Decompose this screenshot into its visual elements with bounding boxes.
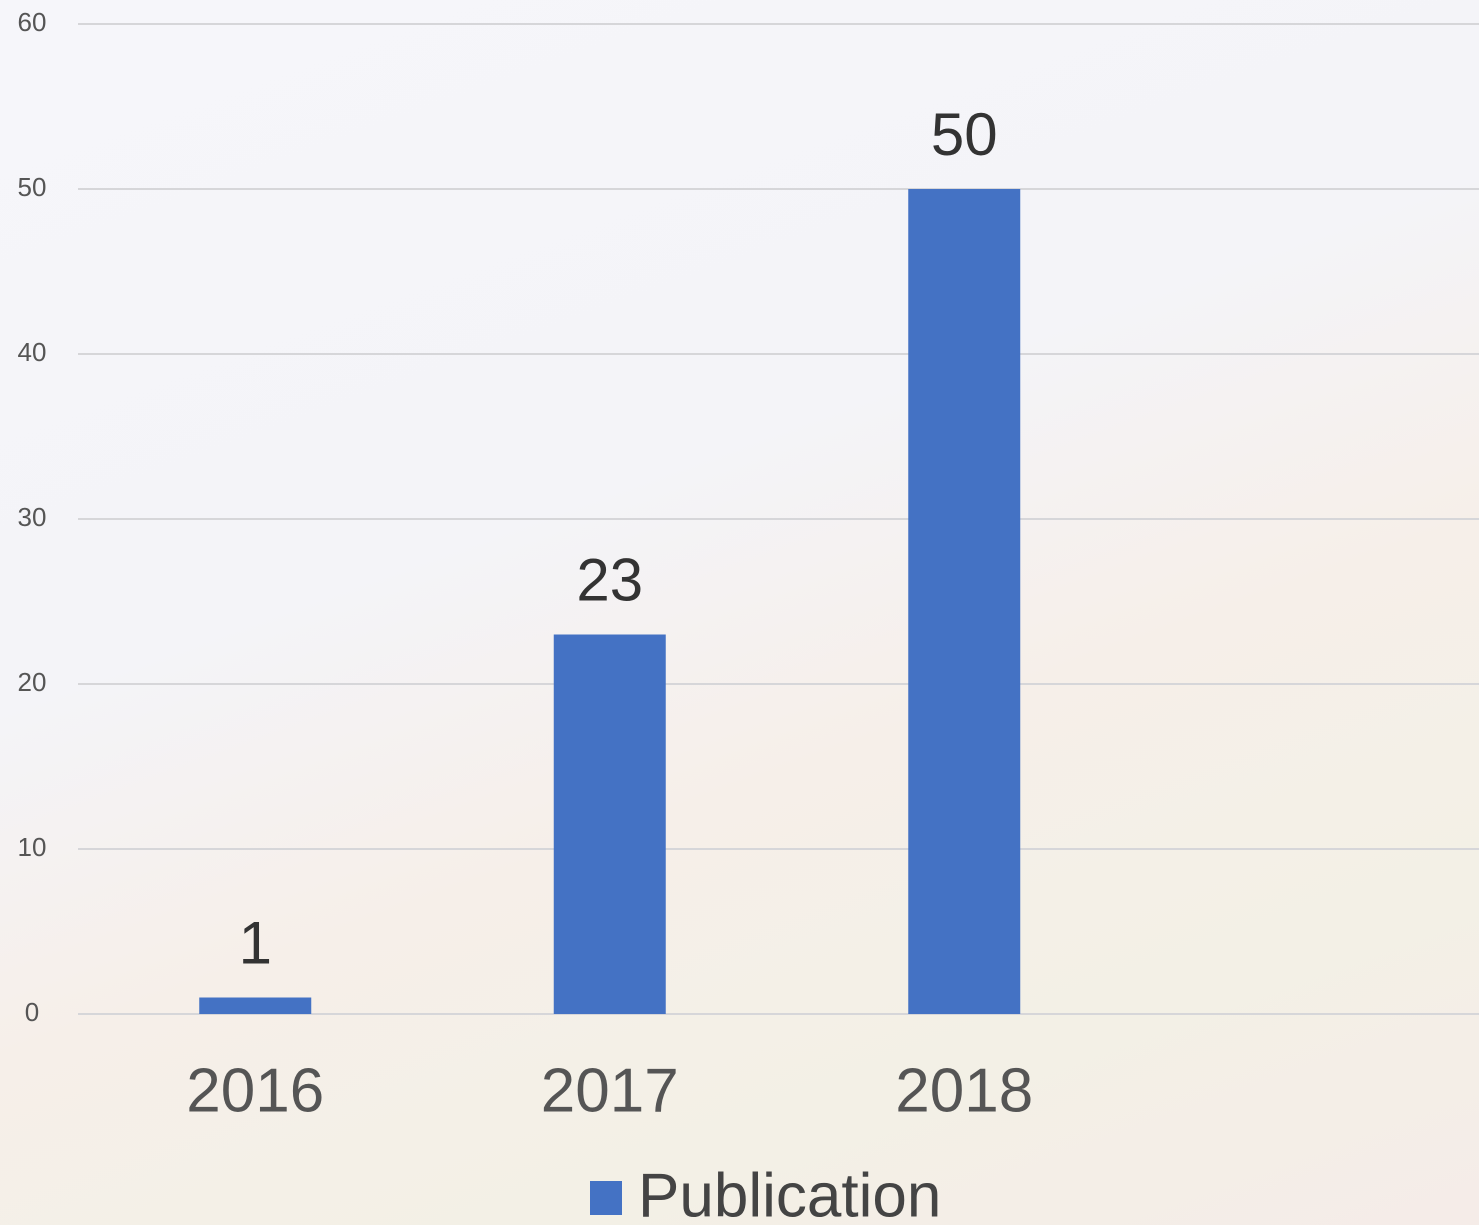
bar	[199, 998, 311, 1015]
x-tick-label: 2018	[895, 1056, 1033, 1125]
y-tick-label: 20	[18, 667, 47, 697]
y-tick-label: 10	[18, 832, 47, 862]
data-label: 50	[931, 101, 998, 168]
legend-label: Publication	[638, 1161, 941, 1225]
y-tick-label: 0	[25, 997, 39, 1027]
data-label: 23	[576, 546, 643, 613]
bar	[554, 635, 666, 1015]
y-tick-label: 60	[18, 7, 47, 37]
y-tick-label: 30	[18, 502, 47, 532]
y-tick-label: 40	[18, 337, 47, 367]
data-label: 1	[239, 909, 272, 976]
x-tick-label: 2017	[541, 1056, 679, 1125]
legend-swatch	[590, 1181, 622, 1215]
x-tick-label: 2016	[186, 1056, 324, 1125]
chart: 0 10 20 30 40 50 60 2016 2017 2018 1 23 50 Publicatio…	[0, 0, 1479, 1225]
y-tick-label: 50	[18, 172, 47, 202]
bar	[908, 189, 1020, 1014]
